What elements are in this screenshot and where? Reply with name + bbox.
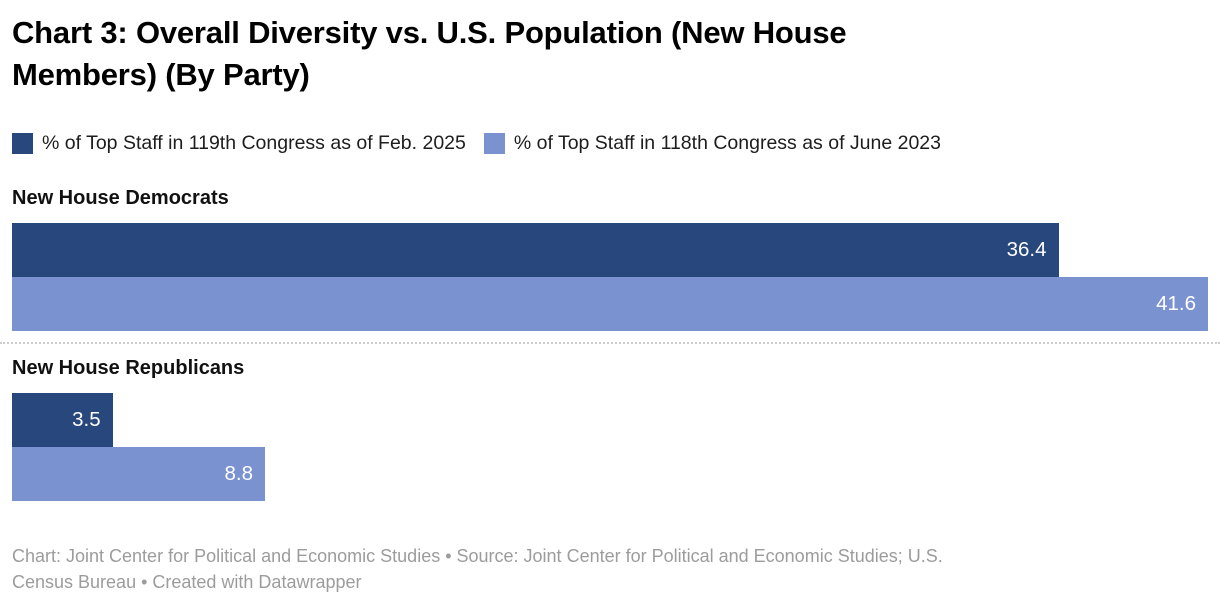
- category-label: New House Democrats: [12, 187, 229, 209]
- legend-item-119th: % of Top Staff in 119th Congress as of F…: [12, 132, 466, 154]
- chart-title: Chart 3: Overall Diversity vs. U.S. Popu…: [12, 12, 1208, 96]
- bar-pair: 3.5 8.8: [12, 393, 1208, 501]
- bar: 41.6: [12, 277, 1208, 331]
- bar-pair: 36.4 41.6: [12, 223, 1208, 331]
- footer-line-1: Chart: Joint Center for Political and Ec…: [12, 546, 943, 566]
- bar-value-label: 3.5: [72, 408, 101, 431]
- bar: 8.8: [12, 447, 265, 501]
- category-label: New House Republicans: [12, 357, 245, 379]
- chart-title-line-2: Members) (By Party): [12, 57, 310, 92]
- bar-group: New House Democrats 36.4 41.6: [12, 187, 1208, 331]
- bar-value-label: 41.6: [1156, 292, 1196, 315]
- bar: 3.5: [12, 393, 113, 447]
- chart-title-line-1: Chart 3: Overall Diversity vs. U.S. Popu…: [12, 15, 847, 50]
- bar-groups: New House Democrats 36.4 41.6 New House Rep…: [0, 187, 1220, 501]
- footer-text: Chart: Joint Center for Political and Ec…: [12, 543, 1208, 595]
- legend-swatch-118th-icon: [483, 132, 505, 154]
- legend-label-119th: % of Top Staff in 119th Congress as of F…: [42, 132, 466, 154]
- chart-container: Chart 3: Overall Diversity vs. U.S. Popu…: [0, 12, 1220, 595]
- legend-item-118th: % of Top Staff in 118th Congress as of J…: [483, 132, 941, 154]
- legend-swatch-119th-icon: [12, 132, 33, 154]
- bar-group: New House Republicans 3.5 8.8: [12, 357, 1208, 501]
- bar-value-label: 8.8: [224, 462, 254, 485]
- legend: % of Top Staff in 119th Congress as of F…: [12, 132, 1208, 154]
- group-separator-line: [0, 342, 1220, 344]
- footer-line-2: Census Bureau • Created with Datawrapper: [12, 572, 362, 592]
- bar-value-label: 36.4: [1006, 238, 1047, 261]
- legend-label-118th: % of Top Staff in 118th Congress as of J…: [513, 132, 941, 154]
- bar: 36.4: [12, 223, 1059, 277]
